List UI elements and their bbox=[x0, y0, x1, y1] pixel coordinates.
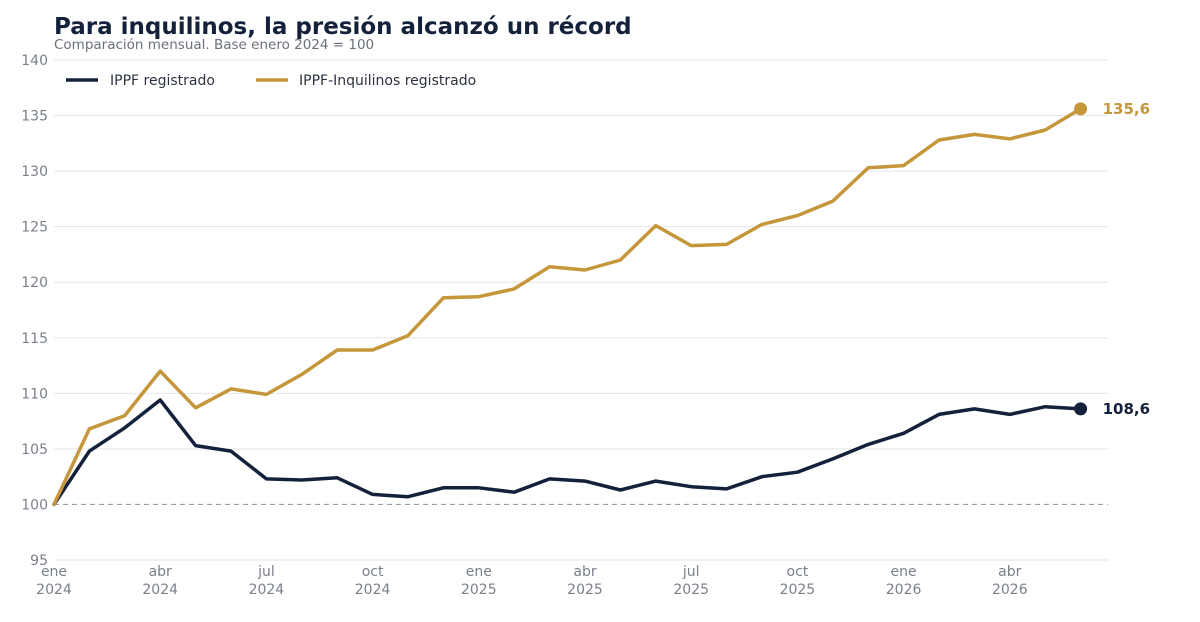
x-tick-year: 2024 bbox=[142, 582, 178, 598]
y-tick-label: 130 bbox=[21, 164, 48, 180]
y-tick-label: 140 bbox=[21, 53, 48, 69]
x-tick-year: 2024 bbox=[355, 582, 391, 598]
x-tick-year: 2026 bbox=[886, 582, 922, 598]
x-tick-month: oct bbox=[362, 564, 384, 580]
y-tick-label: 110 bbox=[21, 386, 48, 402]
y-tick-label: 100 bbox=[21, 497, 48, 513]
x-tick-month: ene bbox=[466, 564, 492, 580]
x-tick-month: jul bbox=[682, 564, 700, 580]
y-tick-label: 125 bbox=[21, 220, 48, 236]
x-tick-year: 2025 bbox=[780, 582, 816, 598]
x-tick-month: abr bbox=[573, 564, 596, 580]
x-tick-month: abr bbox=[149, 564, 172, 580]
y-tick-label: 120 bbox=[21, 275, 48, 291]
y-axis: 95 100 105 110 115 120 125 130 135 140 bbox=[21, 53, 48, 569]
y-tick-label: 135 bbox=[21, 109, 48, 125]
grid-lines bbox=[54, 59, 1108, 561]
x-tick-month: abr bbox=[998, 564, 1021, 580]
x-axis: ene 2024 abr 2024 jul 2024 oct 2024 ene 2025 abr 20… bbox=[36, 564, 1028, 598]
series-end-point-1 bbox=[1074, 402, 1088, 416]
x-tick-year: 2024 bbox=[36, 582, 72, 598]
x-tick-year: 2026 bbox=[992, 582, 1028, 598]
x-tick-year: 2025 bbox=[673, 582, 709, 598]
x-tick-month: jul bbox=[257, 564, 275, 580]
y-tick-label: 95 bbox=[30, 553, 48, 569]
series-lines: 108,6 135,6 bbox=[52, 100, 1150, 507]
series-line-2 bbox=[52, 107, 1083, 507]
chart-subtitle: Comparación mensual. Base enero 2024 = 1… bbox=[54, 37, 375, 53]
x-tick-month: ene bbox=[891, 564, 917, 580]
legend-label-2: IPPF-Inquilinos registrado bbox=[299, 73, 476, 89]
legend: IPPF registrado IPPF-Inquilinos registrad… bbox=[66, 73, 476, 89]
series-end-label-1: 108,6 bbox=[1103, 400, 1150, 418]
y-tick-label: 105 bbox=[21, 442, 48, 458]
x-tick-year: 2024 bbox=[249, 582, 285, 598]
series-end-label-2: 135,6 bbox=[1103, 100, 1150, 118]
series-line-1 bbox=[52, 398, 1083, 507]
series-end-point-2 bbox=[1074, 102, 1088, 116]
legend-label-1: IPPF registrado bbox=[110, 73, 215, 89]
y-tick-label: 115 bbox=[21, 331, 48, 347]
x-tick-year: 2025 bbox=[461, 582, 497, 598]
x-tick-month: oct bbox=[787, 564, 809, 580]
x-tick-month: ene bbox=[41, 564, 67, 580]
chart-title: Para inquilinos, la presión alcanzó un r… bbox=[54, 14, 632, 40]
x-tick-year: 2025 bbox=[567, 582, 603, 598]
